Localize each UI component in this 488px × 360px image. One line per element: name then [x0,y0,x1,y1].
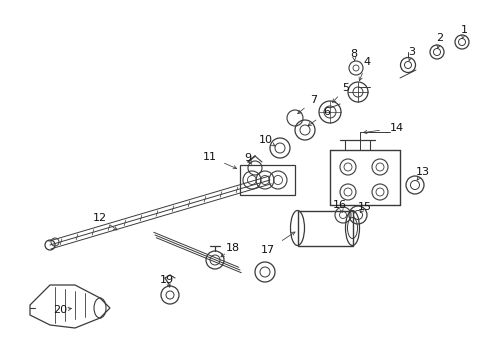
Text: 8: 8 [350,49,357,59]
Text: 17: 17 [261,245,274,255]
Text: 3: 3 [407,47,415,57]
Text: 20: 20 [53,305,67,315]
Text: 5: 5 [342,83,349,93]
Text: 9: 9 [244,153,251,163]
Bar [297,211,352,246]
Text: 18: 18 [225,243,240,253]
Text: 12: 12 [93,213,107,223]
Text: 14: 14 [389,123,403,133]
Text: 10: 10 [259,135,272,145]
Text: 19: 19 [160,275,174,285]
Text: 13: 13 [415,167,429,177]
Text: 1: 1 [460,25,467,35]
Text: 7: 7 [310,95,317,105]
Text: 4: 4 [363,57,370,67]
Text: 6: 6 [323,107,330,117]
Text: 2: 2 [436,33,443,43]
Bar [240,165,294,195]
Text: 16: 16 [332,200,346,210]
Text: 15: 15 [357,202,371,212]
Text: 11: 11 [203,152,217,162]
